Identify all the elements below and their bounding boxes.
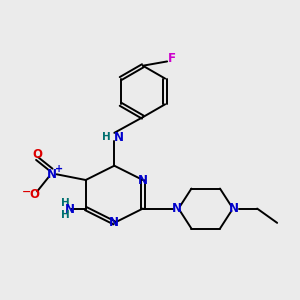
Text: F: F (167, 52, 175, 65)
Text: N: N (109, 216, 119, 230)
Text: N: N (65, 202, 75, 216)
Text: N: N (46, 168, 56, 181)
Text: N: N (172, 202, 182, 215)
Text: O: O (30, 188, 40, 201)
Text: H: H (102, 132, 111, 142)
Text: O: O (32, 148, 42, 161)
Text: +: + (56, 164, 64, 174)
Text: N: N (114, 130, 124, 144)
Text: N: N (138, 173, 148, 187)
Text: H: H (61, 198, 70, 208)
Text: N: N (229, 202, 239, 215)
Text: −: − (22, 187, 31, 197)
Text: H: H (61, 210, 70, 220)
